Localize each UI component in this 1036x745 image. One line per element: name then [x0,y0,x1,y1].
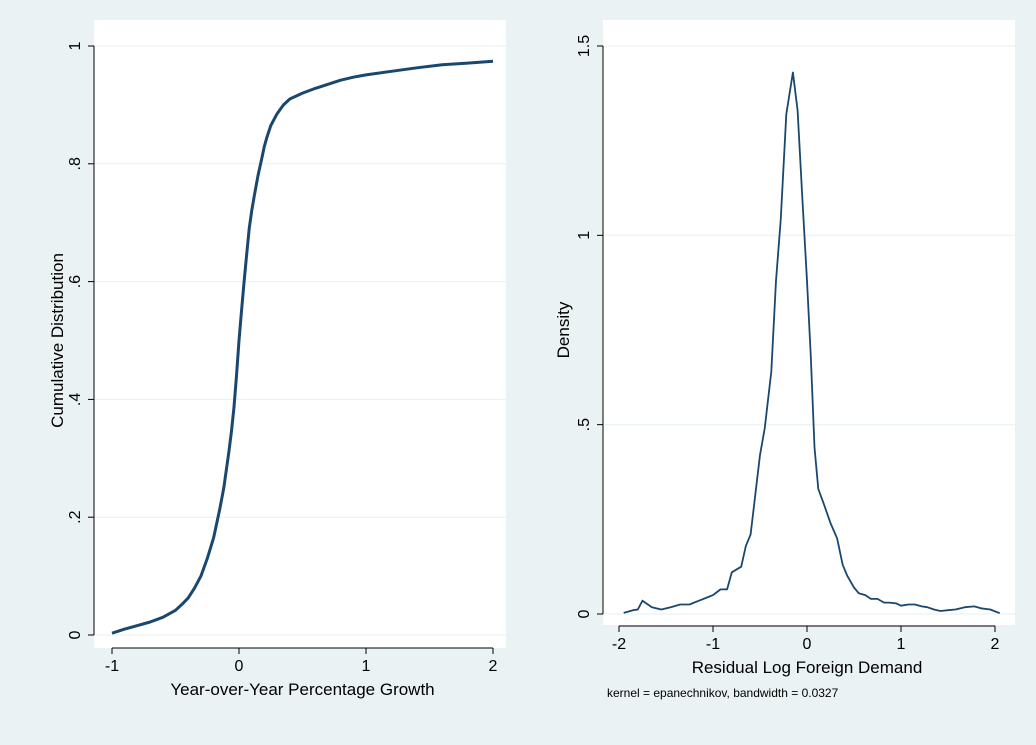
cdf-y-axis-label: Cumulative Distribution [48,253,67,428]
cdf-gridlines [94,45,506,636]
left-y-tick-label-4: .8 [67,157,84,170]
left-x-tick-label-1: 0 [235,658,244,675]
left-x-tick-label-3: 2 [489,658,498,675]
left-y-tick-label-1: .2 [67,510,84,523]
density-panel: 0 .5 1 1.5 -2 -1 0 1 2 Residual Log Foreign Dema… [554,20,1015,700]
right-x-tick-label-2: 0 [803,636,812,653]
cdf-axes: 0 .2 .4 .6 .8 1 -1 0 1 2 [67,41,498,675]
cdf-x-axis-label: Year-over-Year Percentage Growth [170,680,434,699]
left-y-tick-label-0: 0 [67,630,84,639]
cdf-series-line [111,59,494,635]
right-y-tick-label-1: .5 [576,418,593,431]
density-gridlines [603,45,1015,615]
right-y-tick-label-3: 1.5 [576,35,593,57]
density-x-axis-label: Residual Log Foreign Demand [692,658,923,677]
density-axes: 0 .5 1 1.5 -2 -1 0 1 2 [576,35,1000,653]
density-kernel-note: kernel = epanechnikov, bandwidth = 0.032… [607,686,839,700]
density-y-axis-label: Density [554,301,573,358]
right-x-tick-label-3: 1 [897,636,906,653]
cdf-panel: 0 .2 .4 .6 .8 1 -1 0 1 2 Year-over-Year Percentag… [48,20,506,699]
right-x-tick-label-4: 2 [991,636,1000,653]
left-x-tick-label-2: 1 [362,658,371,675]
left-x-tick-label-0: -1 [105,658,119,675]
density-series-line [623,71,1001,615]
left-y-tick-label-2: .4 [67,393,84,406]
right-y-tick-label-2: 1 [576,231,593,240]
right-x-tick-label-0: -2 [612,636,626,653]
right-x-tick-label-1: -1 [706,636,720,653]
left-y-tick-label-3: .6 [67,275,84,288]
left-y-tick-label-5: 1 [67,41,84,50]
right-y-tick-label-0: 0 [576,609,593,618]
cdf-plot-area [94,20,506,648]
